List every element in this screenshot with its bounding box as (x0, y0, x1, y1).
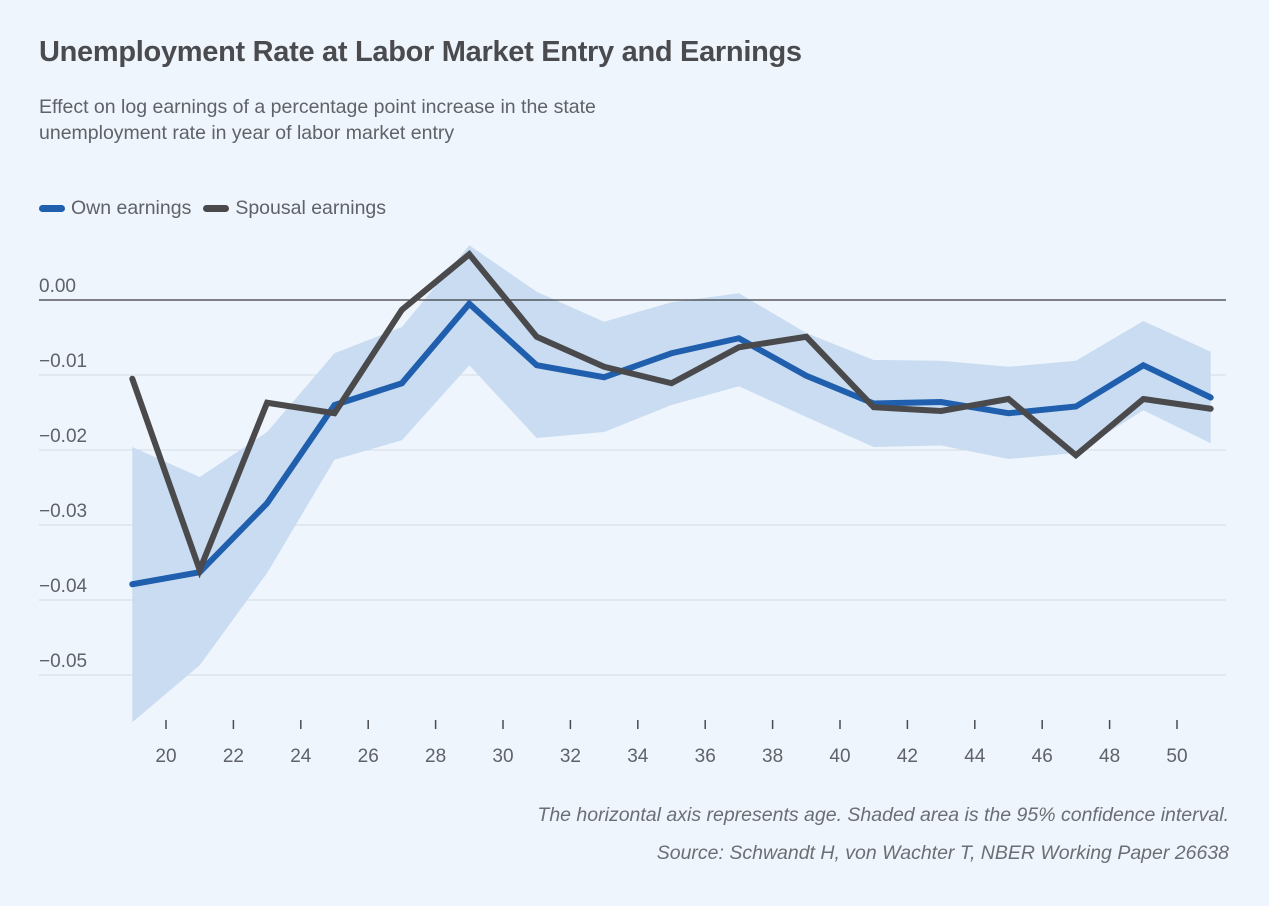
source-note: Source: Schwandt H, von Wachter T, NBER … (656, 842, 1229, 864)
x-tick-label: 34 (627, 746, 649, 767)
y-tick-label: −0.03 (39, 501, 87, 522)
x-tick-label: 44 (964, 746, 986, 767)
x-tick-label: 24 (290, 746, 312, 767)
y-tick-label: −0.04 (39, 576, 88, 597)
chart-subtitle: Effect on log earnings of a percentage p… (39, 96, 596, 144)
legend-swatch-spousal (203, 205, 230, 212)
series-lines (129, 250, 1214, 588)
x-tick-label: 38 (762, 746, 783, 767)
x-axis-ticks: 20 22 24 26 28 30 32 34 36 38 40 42 44 46 48 50 (155, 720, 1188, 767)
legend-item-own: Own earnings (39, 197, 191, 220)
x-tick-label: 26 (358, 746, 379, 767)
x-tick-label: 50 (1166, 746, 1187, 767)
y-tick-label: 0.00 (39, 276, 76, 297)
y-tick-label: −0.01 (39, 351, 87, 372)
x-tick-label: 36 (695, 746, 716, 767)
legend-label-spousal: Spousal earnings (235, 197, 387, 219)
x-tick-label: 30 (492, 746, 513, 767)
legend: Own earnings Spousal earnings (39, 197, 398, 220)
axis-note: The horizontal axis represents age. Shad… (537, 804, 1229, 826)
x-tick-label: 32 (560, 746, 581, 767)
x-tick-label: 22 (223, 746, 244, 767)
x-tick-label: 48 (1099, 746, 1120, 767)
series-line-spousal (129, 250, 1214, 579)
confidence-band-layer (132, 245, 1211, 723)
x-tick-label: 28 (425, 746, 446, 767)
legend-item-spousal: Spousal earnings (203, 197, 386, 220)
x-tick-label: 40 (829, 746, 850, 767)
y-axis-labels: 0.00 −0.01 −0.02 −0.03 −0.04 −0.05 (39, 276, 88, 672)
legend-swatch-own (39, 205, 65, 212)
x-tick-label: 42 (897, 746, 918, 767)
confidence-band (132, 245, 1211, 723)
series-line-own (129, 299, 1214, 588)
y-tick-label: −0.02 (39, 426, 87, 447)
legend-label-own: Own earnings (71, 197, 192, 219)
x-tick-label: 20 (155, 746, 176, 767)
x-tick-label: 46 (1032, 746, 1053, 767)
y-tick-label: −0.05 (39, 651, 87, 672)
chart-title: Unemployment Rate at Labor Market Entry … (39, 36, 802, 68)
